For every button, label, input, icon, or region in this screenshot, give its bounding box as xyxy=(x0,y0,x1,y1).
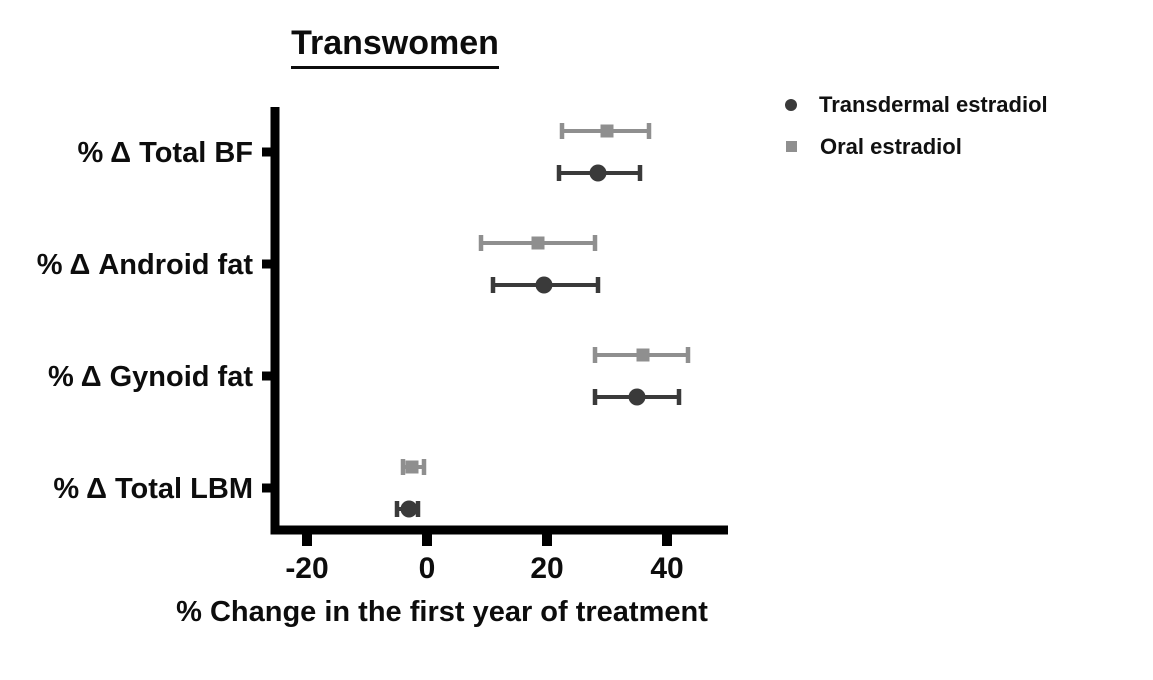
category-label: % Δ Gynoid fat xyxy=(48,361,253,393)
data-point-marker xyxy=(531,236,545,250)
data-point-marker xyxy=(636,348,650,362)
data-point-marker xyxy=(405,460,419,474)
x-tick-label: 40 xyxy=(650,552,683,585)
legend-label: Transdermal estradiol xyxy=(819,91,1048,117)
circle-marker-icon xyxy=(785,98,797,111)
data-point-marker xyxy=(600,124,614,138)
data-point-marker xyxy=(535,276,553,294)
category-label: % Δ Total BF xyxy=(77,137,253,169)
legend-item-oral: Oral estradiol xyxy=(785,132,1048,161)
x-tick-label: 20 xyxy=(530,552,563,585)
legend-label: Oral estradiol xyxy=(820,133,962,159)
data-point-marker xyxy=(400,500,418,518)
square-marker-icon xyxy=(786,141,797,152)
chart-title-text: Transwomen xyxy=(291,24,499,69)
legend-item-transdermal: Transdermal estradiol xyxy=(785,90,1048,119)
data-point-marker xyxy=(628,388,646,406)
category-label: % Δ Android fat xyxy=(37,249,254,281)
data-point-marker xyxy=(589,164,607,182)
x-tick-label: 0 xyxy=(419,552,436,585)
x-tick-label: -20 xyxy=(285,552,328,585)
category-label: % Δ Total LBM xyxy=(53,473,253,505)
x-axis-label: % Change in the first year of treatment xyxy=(176,596,708,628)
legend: Transdermal estradiol Oral estradiol xyxy=(785,90,1048,161)
chart-title: Transwomen xyxy=(235,24,555,69)
